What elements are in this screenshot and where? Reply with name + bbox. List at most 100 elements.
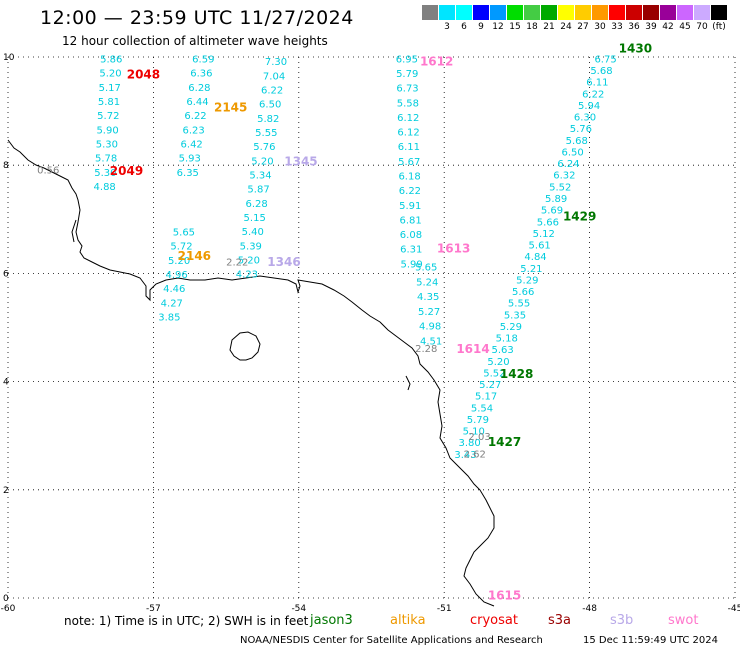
wave-height-value: 5.79 — [467, 415, 489, 426]
wave-height-value: 6.22 — [399, 186, 421, 197]
wave-height-value: 7.30 — [265, 57, 287, 68]
pass-time-label: 2048 — [127, 68, 160, 82]
y-tick-label: 8 — [3, 161, 9, 171]
pass-time-label: 1430 — [619, 42, 652, 56]
wave-height-value: 6.22 — [582, 89, 604, 100]
wave-height-value: 6.12 — [397, 128, 419, 139]
credit-text: NOAA/NESDIS Center for Satellite Applica… — [240, 635, 543, 646]
pass-time-label: 1427 — [488, 435, 521, 449]
satellite-legend-item: swot — [668, 613, 699, 628]
wave-height-value: 6.42 — [181, 139, 203, 150]
wave-height-value: 5.27 — [479, 380, 501, 391]
scale-label: 18 — [526, 22, 538, 32]
wave-height-value: 0.56 — [37, 165, 59, 176]
wave-height-value: 6.30 — [574, 113, 596, 124]
wave-height-value: 6.50 — [259, 100, 281, 111]
wave-height-value: 5.72 — [170, 242, 192, 253]
wave-height-value: 6.73 — [396, 84, 418, 95]
wave-height-value: 6.81 — [399, 215, 421, 226]
wave-height-value: 5.66 — [537, 217, 559, 228]
scale-label: 12 — [492, 22, 504, 32]
wave-height-value: 5.63 — [491, 345, 513, 356]
scale-swatch — [592, 5, 608, 20]
scale-swatch — [609, 5, 625, 20]
scale-label: 70 — [696, 22, 708, 32]
scale-swatch — [541, 5, 557, 20]
scale-swatch — [473, 5, 489, 20]
scale-swatch — [575, 5, 591, 20]
wave-height-value: 5.20 — [251, 156, 273, 167]
wave-height-value: 5.79 — [396, 69, 418, 80]
wave-height-value: 6.22 — [261, 85, 283, 96]
scale-label: 15 — [509, 22, 521, 32]
satellite-legend-item: cryosat — [470, 613, 518, 628]
pass-time-label: 2049 — [110, 164, 143, 178]
wave-height-value: 5.17 — [475, 392, 497, 403]
y-tick-label: 6 — [3, 269, 9, 279]
wave-height-value: 5.86 — [100, 54, 122, 65]
wave-height-value: 5.52 — [549, 182, 571, 193]
grid-lines: -60 -57 -54 -51 -48 -45 0 2 4 6 8 10 — [1, 53, 740, 614]
wave-height-value: 5.66 — [512, 287, 534, 298]
wave-height-value: 5.72 — [97, 111, 119, 122]
wave-height-value: 6.75 — [594, 54, 616, 65]
wave-height-value: 5.81 — [98, 97, 120, 108]
wave-height-value: 5.21 — [520, 264, 542, 275]
coastline-path — [7, 139, 495, 607]
scale-label: (ft) — [712, 22, 726, 32]
scale-label: 42 — [662, 22, 674, 32]
wave-height-value: 3.43 — [454, 450, 476, 461]
scale-label: 27 — [577, 22, 589, 32]
satellite-legend-item: jason3 — [310, 613, 353, 628]
scale-label: 3 — [444, 22, 450, 32]
wave-height-value: 5.68 — [590, 66, 612, 77]
scale-swatch — [456, 5, 472, 20]
satellite-legend-item: s3b — [610, 613, 634, 628]
wave-height-value: 5.94 — [578, 101, 600, 112]
coast-fragment — [71, 219, 77, 243]
scale-label: 6 — [461, 22, 467, 32]
wave-height-value: 6.59 — [192, 54, 214, 65]
y-tick-label: 2 — [3, 486, 9, 496]
data-labels: 5.86 5.20 5.17 5.81 5.72 5.90 5.30 5.78 5.30 4.88… — [37, 42, 652, 603]
pass-time-label: 1612 — [420, 55, 453, 69]
wave-height-value: 4.84 — [524, 252, 546, 263]
wave-height-value: 5.10 — [463, 427, 485, 438]
x-tick-label: -51 — [437, 604, 452, 614]
wave-height-value: 3.85 — [158, 313, 180, 324]
wave-height-value: 5.68 — [566, 136, 588, 147]
wave-height-value: 4.46 — [163, 284, 185, 295]
wave-height-value: 5.65 — [415, 263, 437, 274]
pass-time-label: 1429 — [563, 209, 596, 223]
scale-swatch — [439, 5, 455, 20]
wave-height-value: 6.18 — [398, 171, 420, 182]
x-tick-label: -54 — [291, 604, 306, 614]
wave-height-value: 4.23 — [236, 270, 258, 281]
wave-height-value: 6.50 — [561, 147, 583, 158]
wave-height-value: 5.67 — [398, 157, 420, 168]
wave-height-value: 5.30 — [94, 168, 116, 179]
island-marajo — [229, 331, 261, 361]
wave-height-value: 6.12 — [397, 113, 419, 124]
x-tick-label: -48 — [582, 604, 597, 614]
scale-swatch — [490, 5, 506, 20]
wave-height-value: 5.20 — [99, 69, 121, 80]
scale-swatch — [626, 5, 642, 20]
wave-height-value: 5.40 — [242, 227, 264, 238]
wave-height-value: 5.35 — [504, 310, 526, 321]
x-tick-label: -45 — [728, 604, 740, 614]
wave-height-value: 5.12 — [533, 229, 555, 240]
wave-height-value: 2.28 — [415, 344, 437, 355]
wave-height-value: 5.78 — [95, 154, 117, 165]
wave-height-value: 6.95 — [396, 54, 418, 65]
wave-height-value: 5.30 — [96, 139, 118, 150]
wave-height-value: 4.27 — [161, 298, 183, 309]
scale-swatch — [694, 5, 710, 20]
y-tick-label: 10 — [3, 53, 15, 63]
wave-height-value: 5.61 — [529, 241, 551, 252]
pass-time-label: 1615 — [488, 589, 521, 603]
scale-label: 21 — [543, 22, 555, 32]
wave-height-value: 5.58 — [397, 98, 419, 109]
wave-height-value: 6.24 — [557, 159, 579, 170]
